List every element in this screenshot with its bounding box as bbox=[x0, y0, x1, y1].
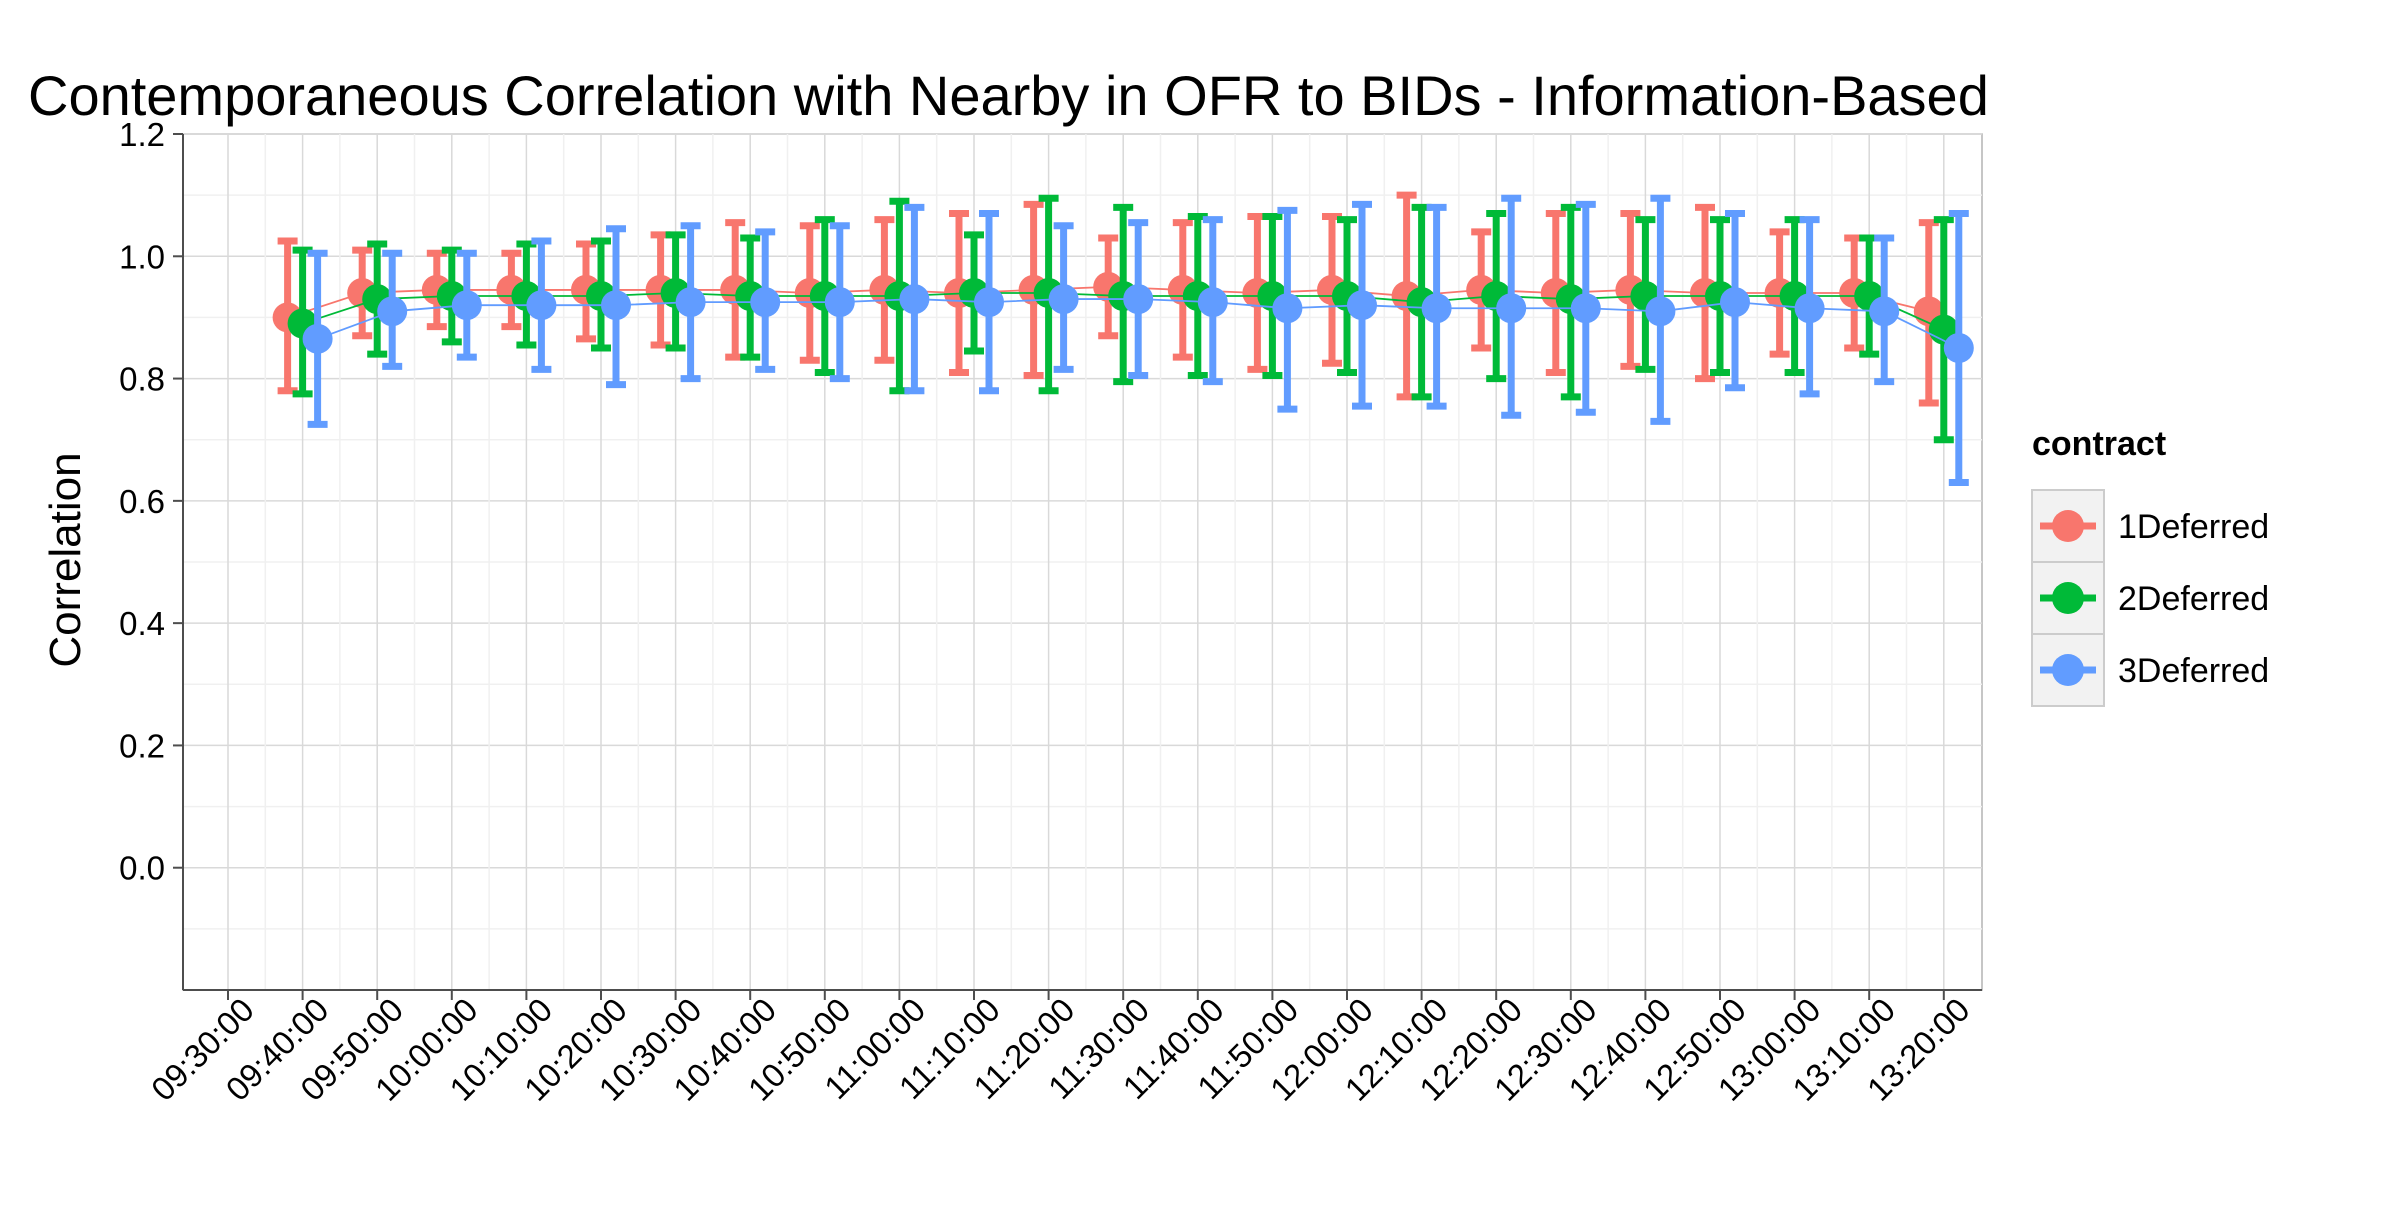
y-tick-label: 1.0 bbox=[119, 238, 165, 275]
data-point bbox=[824, 287, 855, 318]
y-tick-label: 0.4 bbox=[119, 605, 165, 642]
data-point bbox=[750, 287, 781, 318]
plot-area: 0.00.20.40.60.81.01.209:30:0009:40:0009:… bbox=[119, 116, 1983, 1108]
legend-key-point bbox=[2052, 654, 2084, 686]
data-point bbox=[526, 290, 557, 321]
data-point bbox=[1794, 293, 1825, 324]
y-axis-label: Correlation bbox=[41, 452, 90, 667]
y-tick-label: 0.6 bbox=[119, 483, 165, 520]
data-point bbox=[601, 290, 631, 321]
y-tick-label: 0.0 bbox=[119, 850, 165, 887]
data-point bbox=[1347, 290, 1377, 321]
legend-key-point bbox=[2052, 510, 2084, 542]
data-point bbox=[675, 287, 706, 318]
data-point bbox=[1943, 333, 1974, 363]
legend: contract 1Deferred 2Deferred 3Deferred bbox=[2031, 425, 2269, 707]
legend-title: contract bbox=[2032, 425, 2166, 463]
data-point bbox=[302, 323, 333, 354]
series-3Deferred bbox=[302, 194, 1974, 487]
legend-key-point bbox=[2052, 582, 2084, 614]
data-point bbox=[451, 290, 482, 321]
data-point bbox=[1197, 287, 1228, 318]
data-point bbox=[1421, 293, 1452, 324]
y-tick-label: 1.2 bbox=[119, 116, 165, 153]
legend-label: 3Deferred bbox=[2118, 652, 2269, 690]
data-point bbox=[1272, 293, 1303, 324]
legend-label: 1Deferred bbox=[2118, 508, 2269, 546]
data-point bbox=[1645, 296, 1676, 327]
data-point bbox=[899, 284, 930, 315]
data-point bbox=[1869, 296, 1900, 327]
legend-label: 2Deferred bbox=[2118, 580, 2269, 618]
data-point bbox=[974, 287, 1004, 318]
data-point bbox=[1048, 284, 1079, 315]
grid bbox=[183, 133, 1982, 990]
y-tick-label: 0.2 bbox=[119, 727, 165, 764]
data-point bbox=[1496, 293, 1527, 324]
data-point bbox=[1570, 293, 1601, 324]
chart-title: Contemporaneous Correlation with Nearby … bbox=[28, 64, 1989, 127]
data-point bbox=[1720, 287, 1750, 318]
data-point bbox=[377, 296, 408, 327]
series-1Deferred bbox=[272, 191, 1944, 407]
y-tick-label: 0.8 bbox=[119, 361, 165, 398]
data-point bbox=[1123, 284, 1154, 315]
